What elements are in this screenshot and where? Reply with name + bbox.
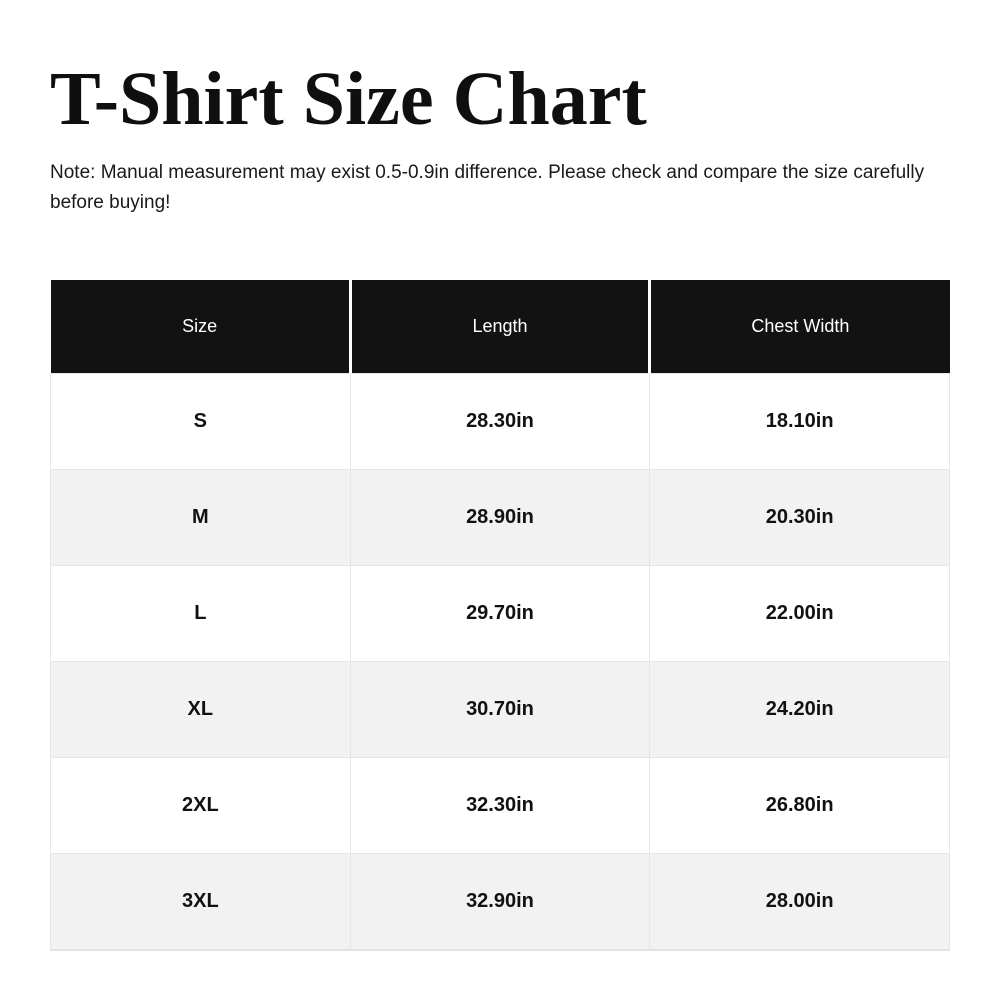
size-chart-page: T-Shirt Size Chart Note: Manual measurem…: [50, 57, 950, 951]
table-row: L 29.70in 22.00in: [50, 565, 950, 662]
cell-size: 3XL: [50, 853, 351, 951]
cell-chest-width: 22.00in: [649, 565, 950, 662]
column-header-chest-width: Chest Width: [648, 280, 950, 374]
cell-length: 29.70in: [349, 565, 651, 662]
cell-chest-width: 28.00in: [649, 853, 950, 951]
table-row: S 28.30in 18.10in: [50, 373, 950, 470]
cell-size: XL: [50, 661, 351, 758]
size-table-header: Size Length Chest Width: [50, 280, 950, 374]
table-row: XL 30.70in 24.20in: [50, 661, 950, 758]
cell-size: L: [50, 565, 351, 662]
cell-length: 32.30in: [349, 757, 651, 854]
cell-length: 30.70in: [349, 661, 651, 758]
column-header-length: Length: [348, 280, 650, 374]
cell-chest-width: 24.20in: [649, 661, 950, 758]
table-row: 2XL 32.30in 26.80in: [50, 757, 950, 854]
table-row: 3XL 32.90in 28.00in: [50, 853, 950, 951]
cell-length: 32.90in: [349, 853, 651, 951]
cell-size: 2XL: [50, 757, 351, 854]
cell-chest-width: 26.80in: [649, 757, 950, 854]
column-header-size: Size: [50, 280, 351, 374]
cell-length: 28.30in: [349, 373, 651, 470]
size-table: Size Length Chest Width S 28.30in 18.10i…: [50, 280, 950, 951]
cell-size: S: [50, 373, 351, 470]
measurement-note: Note: Manual measurement may exist 0.5-0…: [50, 162, 925, 213]
header-row: Size Length Chest Width: [50, 280, 950, 374]
size-table-body: S 28.30in 18.10in M 28.90in 20.30in L 29…: [50, 373, 950, 951]
cell-length: 28.90in: [349, 469, 651, 566]
cell-chest-width: 18.10in: [649, 373, 950, 470]
table-row: M 28.90in 20.30in: [50, 469, 950, 566]
cell-size: M: [50, 469, 351, 566]
page-title: T-Shirt Size Chart: [50, 57, 647, 141]
cell-chest-width: 20.30in: [649, 469, 950, 566]
